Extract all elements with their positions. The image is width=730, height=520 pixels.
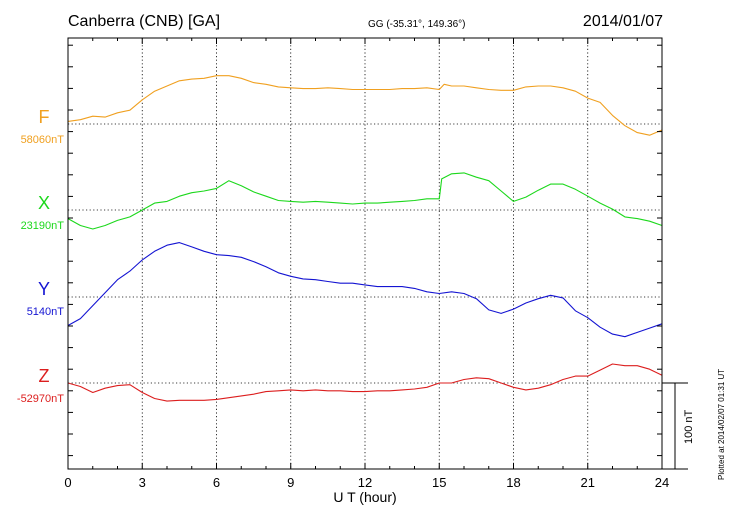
plot-credit: Plotted at 2014/02/07 01:31 UT: [717, 369, 726, 480]
station-coordinates: GG (-35.31°, 149.36°): [368, 19, 466, 30]
plot-frame: [67, 37, 663, 470]
x-tick-label: 21: [581, 475, 595, 490]
x-tick-label: 12: [358, 475, 372, 490]
series-labels: F 58060nT X 23190nT Y 5140nT Z -52970nT: [17, 107, 64, 405]
x-tick-label: 9: [287, 475, 294, 490]
series-name-f: F: [39, 107, 50, 127]
x-tick-label: 3: [139, 475, 146, 490]
plot-date: 2014/01/07: [583, 13, 663, 30]
series-line-f: [67, 75, 663, 136]
grid: [68, 38, 662, 469]
series-baseline-x: 23190nT: [21, 220, 65, 232]
series-baseline-z: -52970nT: [17, 393, 64, 405]
series-layer: [67, 75, 663, 402]
series-baseline-y: 5140nT: [27, 306, 65, 318]
x-tick-label: 0: [64, 475, 71, 490]
scale-bar-label: 100 nT: [683, 409, 695, 444]
series-line-z: [67, 363, 663, 402]
x-axis-label: U T (hour): [333, 489, 396, 505]
x-tick-label: 18: [506, 475, 520, 490]
series-name-x: X: [38, 193, 50, 213]
axis-ticks: 0 3 6 9 12 15 18 21 24: [64, 38, 669, 490]
x-tick-label: 6: [213, 475, 220, 490]
series-line-x: [67, 172, 663, 230]
series-line-y: [67, 242, 663, 338]
series-name-y: Y: [38, 279, 50, 299]
series-name-z: Z: [39, 366, 50, 386]
station-title: Canberra (CNB) [GA]: [68, 13, 220, 30]
x-tick-label: 15: [432, 475, 446, 490]
scale-bar: 100 nT: [662, 382, 695, 470]
x-tick-label: 24: [655, 475, 669, 490]
series-baseline-f: 58060nT: [21, 134, 65, 146]
